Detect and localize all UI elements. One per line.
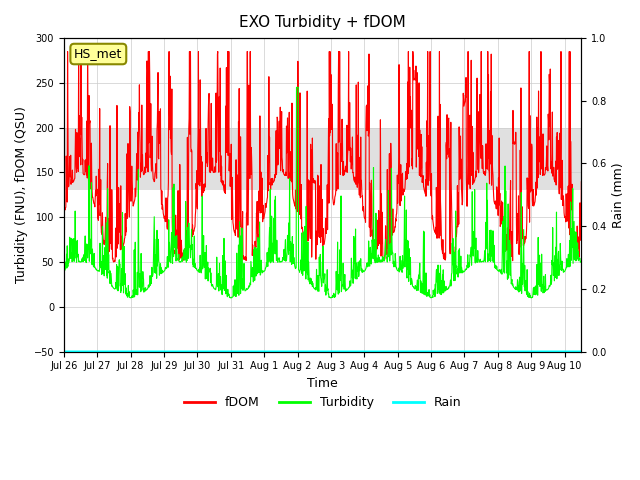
Text: HS_met: HS_met: [74, 48, 122, 60]
X-axis label: Time: Time: [307, 377, 338, 390]
Legend: fDOM, Turbidity, Rain: fDOM, Turbidity, Rain: [179, 391, 467, 414]
Bar: [64, 128, 581, 191]
Y-axis label: Turbidity (FNU), fDOM (QSU): Turbidity (FNU), fDOM (QSU): [15, 107, 28, 283]
Y-axis label: Rain (mm): Rain (mm): [612, 162, 625, 228]
Title: EXO Turbidity + fDOM: EXO Turbidity + fDOM: [239, 15, 406, 30]
